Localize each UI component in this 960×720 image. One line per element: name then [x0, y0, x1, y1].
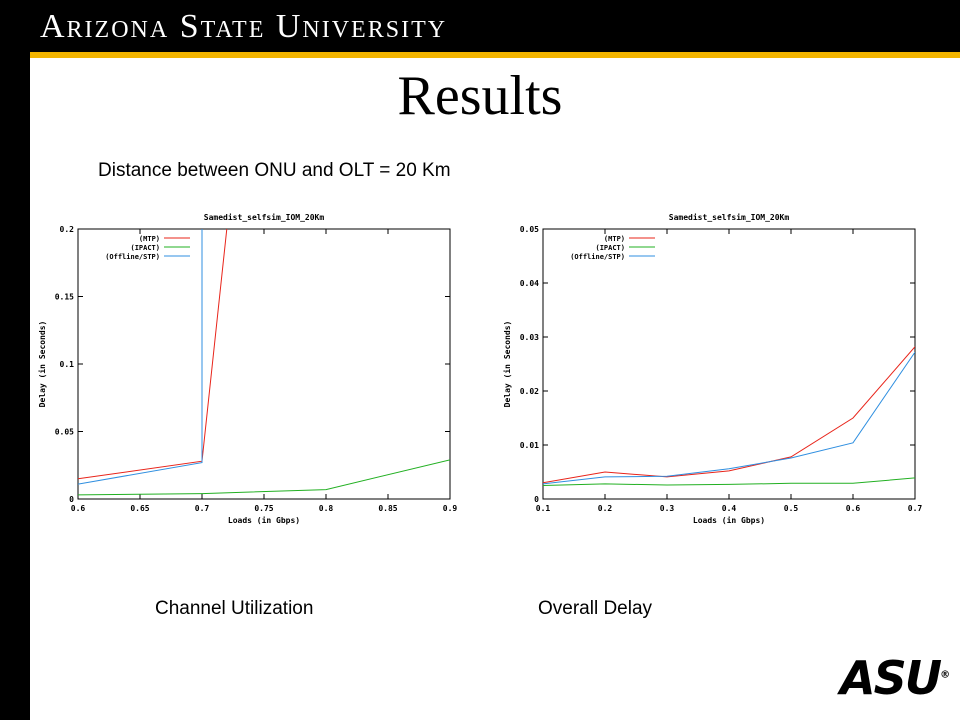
chart1-series-line-1 — [543, 477, 915, 486]
chart0-series-line-1 — [78, 459, 450, 496]
chart0-x-tick-label: 0.9 — [443, 504, 458, 513]
chart0-y-axis-label: Delay (in Seconds) — [37, 321, 47, 408]
chart0-legend-label-0: (MTP) — [139, 235, 160, 243]
chart0-x-tick-label: 0.75 — [254, 504, 273, 513]
chart1-x-axis-label: Loads (in Gbps) — [693, 515, 765, 525]
slide-subtitle: Distance between ONU and OLT = 20 Km — [98, 160, 451, 181]
chart0-y-tick-label: 0 — [69, 495, 74, 504]
chart1-legend-label-1: (IPACT) — [595, 244, 625, 252]
chart0-x-tick-label: 0.85 — [378, 504, 397, 513]
chart0-legend-label-1: (IPACT) — [130, 244, 160, 252]
chart1-legend-label-2: (Offline/STP) — [570, 253, 625, 261]
caption-channel-utilization: Channel Utilization — [155, 598, 314, 619]
chart1-title: Samedist_selfsim_IOM_20Km — [669, 212, 790, 222]
left-bar — [0, 52, 30, 720]
slide-title: Results — [397, 65, 563, 127]
chart1-y-tick-label: 0.04 — [520, 279, 539, 288]
header-bar: Arizona State University — [0, 0, 960, 52]
chart1-x-tick-label: 0.4 — [722, 504, 737, 513]
chart0-plot-frame — [77, 228, 451, 500]
chart0-legend-label-2: (Offline/STP) — [105, 253, 160, 261]
chart1-legend-label-0: (MTP) — [604, 235, 625, 243]
caption-overall-delay: Overall Delay — [538, 598, 653, 619]
chart1-x-tick-label: 0.6 — [846, 504, 861, 513]
chart0-x-tick-label: 0.8 — [319, 504, 334, 513]
chart1-y-tick-label: 0.03 — [520, 333, 539, 342]
chart0-y-tick-label: 0.05 — [55, 428, 74, 437]
chart0-y-tick-label: 0.2 — [60, 225, 75, 234]
asu-logo: ASU® — [840, 651, 951, 705]
chart1-y-tick-label: 0.02 — [520, 387, 539, 396]
channel-utilization-chart: Samedist_selfsim_IOM_20Km 0.6 0.65 0.7 0.75 0… — [30, 205, 470, 535]
gold-divider — [30, 52, 960, 58]
chart0-y-tick-label: 0.15 — [55, 293, 74, 302]
chart0-x-tick-label: 0.6 — [71, 504, 86, 513]
chart1-x-tick-label: 0.1 — [536, 504, 551, 513]
chart0-title: Samedist_selfsim_IOM_20Km — [204, 212, 325, 222]
chart1-y-axis-label: Delay (in Seconds) — [502, 321, 512, 408]
chart0-x-tick-label: 0.7 — [195, 504, 210, 513]
chart1-plot-frame — [542, 228, 916, 500]
chart1-y-tick-label: 0.05 — [520, 225, 539, 234]
university-name: Arizona State University — [40, 8, 448, 45]
chart1-x-tick-label: 0.5 — [784, 504, 799, 513]
chart1-x-tick-label: 0.2 — [598, 504, 613, 513]
chart1-y-tick-label: 0 — [534, 495, 539, 504]
chart0-series-line-2 — [78, 229, 203, 485]
chart0-series-line-0 — [78, 229, 228, 480]
chart0-x-tick-label: 0.65 — [130, 504, 149, 513]
chart0-x-axis-label: Loads (in Gbps) — [228, 515, 300, 525]
chart1-series-line-2 — [543, 351, 915, 485]
chart1-x-tick-label: 0.7 — [908, 504, 923, 513]
overall-delay-chart: Samedist_selfsim_IOM_20Km 0.1 0.2 0.3 0.4 0.5… — [495, 205, 930, 535]
chart0-y-tick-label: 0.1 — [60, 360, 75, 369]
chart1-x-tick-label: 0.3 — [660, 504, 675, 513]
chart1-series-line-0 — [543, 346, 915, 484]
chart1-y-tick-label: 0.01 — [520, 441, 539, 450]
